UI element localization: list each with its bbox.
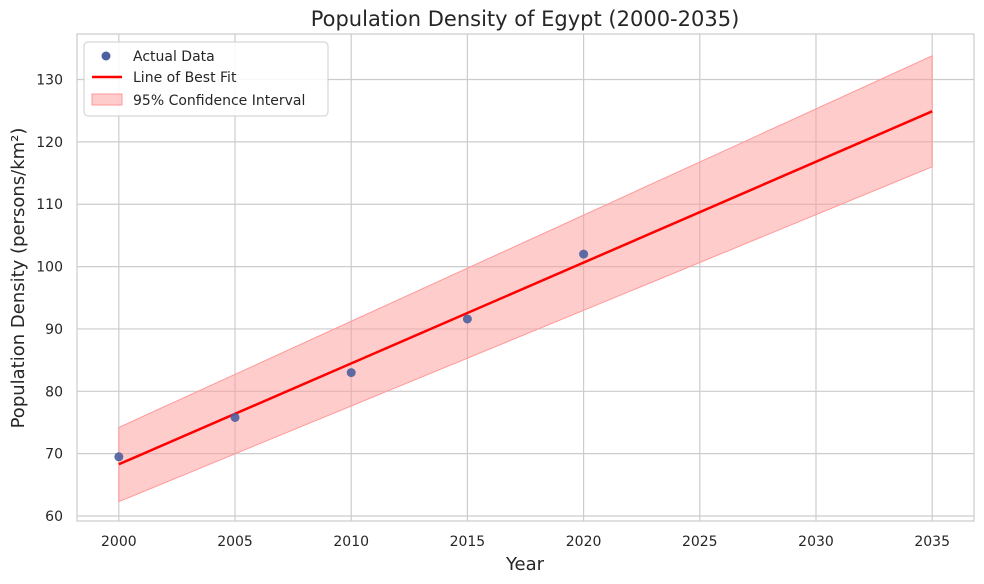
x-tick-label: 2000 bbox=[101, 534, 137, 550]
x-tick-label: 2030 bbox=[798, 534, 834, 550]
x-tick-label: 2020 bbox=[566, 534, 602, 550]
x-tick-label: 2025 bbox=[682, 534, 718, 550]
y-tick-label: 60 bbox=[45, 509, 63, 525]
y-tick-label: 80 bbox=[45, 384, 63, 400]
legend-label-actual-data: Actual Data bbox=[133, 49, 215, 65]
y-tick-label: 130 bbox=[36, 73, 63, 89]
y-tick-label: 100 bbox=[36, 260, 63, 276]
data-point bbox=[579, 249, 589, 259]
x-axis-label: Year bbox=[505, 554, 545, 575]
data-point bbox=[230, 412, 240, 422]
y-tick-label: 90 bbox=[45, 322, 63, 338]
y-tick-label: 120 bbox=[36, 135, 63, 151]
legend-marker-confidence-interval bbox=[91, 93, 123, 106]
y-axis-label: Population Density (persons/km²) bbox=[8, 128, 29, 429]
legend-label-best-fit: Line of Best Fit bbox=[133, 70, 237, 86]
legend: Actual Data Line of Best Fit 95% Confide… bbox=[83, 41, 329, 117]
data-points-layer bbox=[114, 249, 589, 462]
x-tick-label: 2015 bbox=[450, 534, 486, 550]
y-tick-label: 110 bbox=[36, 197, 63, 213]
confidence-band-layer bbox=[118, 55, 933, 503]
legend-label-confidence-interval: 95% Confidence Interval bbox=[133, 93, 305, 109]
x-tick-label: 2035 bbox=[914, 534, 950, 550]
tick-labels: 2000 2005 2010 2015 2020 2025 2030 2035 60 70 80 90… bbox=[36, 73, 950, 550]
x-tick-label: 2005 bbox=[217, 534, 253, 550]
legend-marker-actual-data bbox=[101, 51, 111, 61]
confidence-band bbox=[118, 55, 933, 503]
best-fit-line bbox=[118, 110, 933, 466]
y-tick-label: 70 bbox=[45, 447, 63, 463]
fit-line-layer bbox=[118, 110, 933, 466]
x-tick-label: 2010 bbox=[333, 534, 369, 550]
data-point bbox=[462, 314, 472, 324]
legend-box bbox=[83, 41, 329, 117]
data-point bbox=[346, 368, 356, 378]
data-point bbox=[114, 452, 124, 462]
chart-title: Population Density of Egypt (2000-2035) bbox=[311, 7, 740, 31]
plot-frame bbox=[76, 33, 975, 522]
